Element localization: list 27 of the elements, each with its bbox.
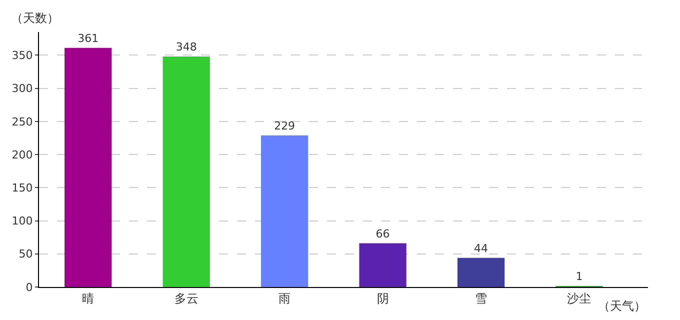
x-axis-title: （天气）	[598, 299, 646, 313]
x-tick-label: 雪	[475, 291, 488, 306]
y-tick-label: 50	[18, 248, 33, 261]
bar	[260, 135, 308, 287]
y-tick-label: 250	[12, 115, 33, 128]
bar	[64, 48, 112, 287]
bar	[457, 258, 505, 287]
data-label: 348	[176, 40, 197, 54]
data-label: 44	[474, 242, 488, 255]
y-tick-label: 300	[12, 82, 33, 96]
y-tick-label: 200	[12, 148, 33, 162]
data-label: 1	[576, 270, 583, 283]
x-tick-label: 晴	[82, 291, 94, 306]
y-tick-label: 350	[12, 49, 33, 62]
y-tick-label: 150	[12, 182, 33, 194]
y-axis-title: （天数）	[11, 11, 59, 25]
y-tick-label: 0	[26, 280, 33, 294]
x-tick-label: 多云	[174, 291, 198, 306]
bar	[359, 243, 406, 287]
x-tick-label: 雨	[278, 291, 291, 306]
data-label: 229	[274, 119, 296, 132]
data-label: 361	[78, 32, 99, 45]
data-label: 66	[376, 227, 390, 240]
x-tick-label: 阴	[376, 291, 389, 306]
x-tick-label: 沙尘	[567, 291, 592, 306]
y-tick-label: 100	[12, 214, 33, 228]
bar	[162, 56, 210, 287]
